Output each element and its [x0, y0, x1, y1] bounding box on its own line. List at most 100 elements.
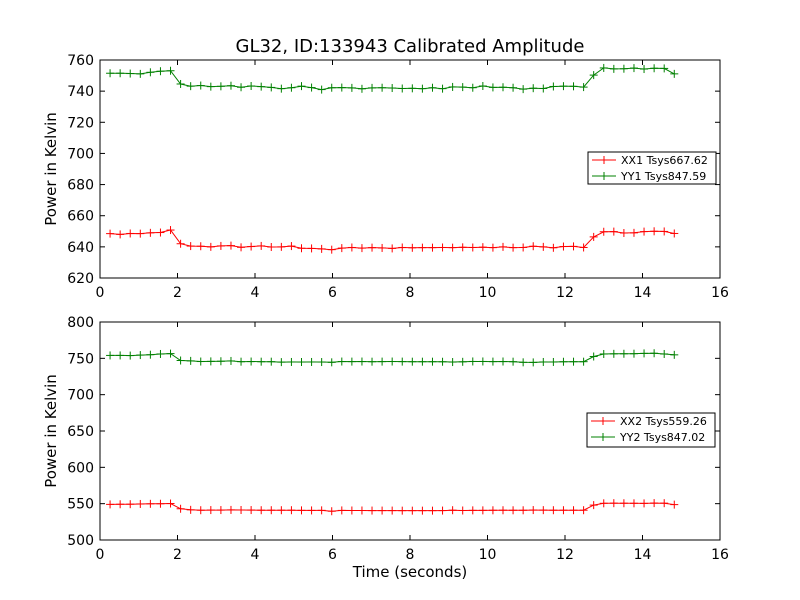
data-point — [478, 243, 487, 252]
data-point — [609, 499, 618, 508]
data-point — [650, 349, 659, 358]
data-point — [287, 242, 296, 251]
legend-item: YY1 Tsys847.59 — [592, 170, 706, 183]
data-point — [257, 82, 266, 91]
data-point — [287, 357, 296, 366]
x-tick-label: 12 — [556, 285, 574, 301]
data-point — [186, 242, 195, 251]
data-point — [347, 357, 356, 366]
data-point — [317, 506, 326, 515]
legend: XX2 Tsys559.26 YY2 Tsys847.02 — [586, 412, 716, 448]
x-tick-label: 0 — [96, 285, 105, 301]
data-point — [569, 506, 578, 515]
data-point — [368, 357, 377, 366]
data-point — [418, 84, 427, 93]
data-point — [126, 69, 135, 78]
data-point — [670, 350, 679, 359]
data-point — [307, 244, 316, 253]
series-1 — [106, 226, 679, 254]
top-plot-panel: 0 2 4 6 8 10 12 14 16 620 640 660 680 700 720 740 760 Pow… — [42, 53, 729, 301]
data-point — [136, 351, 145, 360]
data-point — [136, 499, 145, 508]
data-point — [529, 506, 538, 515]
y-tick-label: 650 — [67, 424, 94, 440]
data-point — [579, 506, 588, 515]
data-point — [529, 358, 538, 367]
data-point — [347, 506, 356, 515]
data-point — [287, 83, 296, 92]
data-point — [448, 506, 457, 515]
data-point — [589, 71, 598, 80]
x-tick-label: 2 — [173, 285, 182, 301]
data-point — [670, 229, 679, 238]
data-point — [408, 506, 417, 515]
legend-box — [587, 151, 717, 185]
data-point — [368, 243, 377, 252]
data-point — [549, 506, 558, 515]
data-point — [357, 244, 366, 253]
data-point — [599, 499, 608, 508]
y-tick-label: 760 — [67, 53, 94, 69]
data-point — [650, 64, 659, 73]
x-tick-label: 16 — [711, 285, 729, 301]
data-point — [559, 506, 568, 515]
data-point — [529, 84, 538, 93]
data-point — [297, 244, 306, 253]
data-point — [448, 243, 457, 252]
data-point — [156, 228, 165, 237]
data-point — [136, 69, 145, 78]
data-point — [327, 245, 336, 254]
y-tick-label: 750 — [67, 351, 94, 367]
y-tick-label: 720 — [67, 115, 94, 131]
x-tick-label: 14 — [634, 547, 652, 563]
data-point — [106, 351, 115, 360]
data-point — [509, 357, 518, 366]
data-point — [196, 506, 205, 515]
x-tick-label: 4 — [251, 547, 260, 563]
data-point — [166, 499, 175, 508]
legend-label: XX2 Tsys559.26 — [620, 415, 707, 428]
data-point — [478, 82, 487, 91]
data-point — [478, 357, 487, 366]
data-point — [206, 82, 215, 91]
data-point — [196, 242, 205, 251]
data-point — [166, 66, 175, 75]
data-point — [337, 357, 346, 366]
data-point — [237, 243, 246, 252]
data-point — [388, 84, 397, 93]
data-point — [549, 243, 558, 252]
data-point — [640, 499, 649, 508]
data-point — [599, 63, 608, 72]
data-point — [579, 243, 588, 252]
x-tick-label: 8 — [406, 547, 415, 563]
data-point — [549, 357, 558, 366]
data-point — [589, 352, 598, 361]
data-point — [519, 243, 528, 252]
legend-item: XX1 Tsys667.62 — [592, 154, 708, 167]
data-point — [297, 506, 306, 515]
legend-label: YY1 Tsys847.59 — [620, 170, 706, 183]
data-point — [499, 83, 507, 92]
data-point — [146, 350, 155, 359]
data-point — [499, 357, 507, 366]
data-point — [599, 349, 608, 358]
data-point — [629, 64, 638, 73]
data-point — [559, 357, 568, 366]
x-tick-label: 8 — [406, 285, 415, 301]
data-point — [327, 507, 336, 516]
data-point — [569, 82, 578, 91]
data-point — [317, 244, 326, 253]
data-point — [619, 64, 628, 73]
data-point — [458, 357, 467, 366]
data-point — [237, 357, 246, 366]
data-point — [388, 357, 397, 366]
data-point — [549, 82, 558, 91]
data-point — [559, 82, 568, 91]
data-point — [650, 499, 659, 508]
data-point — [216, 241, 225, 250]
y-tick-label: 680 — [67, 178, 94, 194]
data-point — [438, 357, 447, 366]
data-point — [146, 68, 155, 77]
data-point — [428, 506, 437, 515]
data-point — [640, 65, 649, 74]
